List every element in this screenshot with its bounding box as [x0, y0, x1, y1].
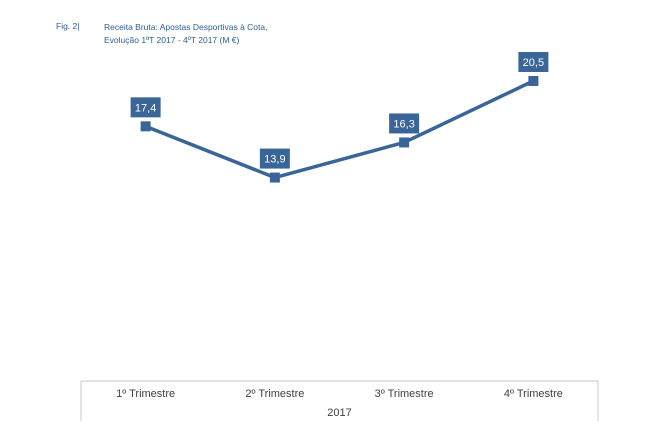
data-markers [140, 75, 539, 183]
category-axis: 1º Trimestre 2º Trimestre 3º Trimestre 4º T… [80, 380, 599, 421]
data-point-marker [269, 172, 280, 183]
series-line-layer [143, 79, 536, 180]
x-tick-label: 1º Trimestre [116, 388, 175, 400]
x-group-label: 2017 [327, 407, 351, 419]
series-line [143, 79, 536, 180]
x-tick-label: 4º Trimestre [504, 388, 563, 400]
x-tick-label: 2º Trimestre [245, 388, 304, 400]
data-label-box [518, 51, 549, 72]
data-label: 13,9 [259, 148, 290, 169]
chart-title-line-2: Evolução 1ºT 2017 - 4ºT 2017 (M €) [104, 35, 240, 45]
chart-title: Receita Bruta: Apostas Desportivas à Cot… [104, 21, 267, 47]
x-tick-label: 3º Trimestre [375, 388, 434, 400]
data-label: 17,4 [130, 97, 161, 118]
data-label-value: 20,5 [523, 57, 544, 69]
data-point-marker [528, 75, 539, 86]
data-labels: 17,4 13,9 16,3 20,5 [130, 51, 549, 169]
data-label-box [389, 113, 420, 134]
data-label-value: 16,3 [393, 118, 414, 130]
chart-title-line-1: Receita Bruta: Apostas Desportivas à Cot… [104, 22, 268, 32]
data-point-marker [399, 137, 410, 148]
data-label-value: 13,9 [264, 154, 285, 166]
figure-number: Fig. 2| [56, 21, 80, 31]
data-label-box [130, 97, 161, 118]
data-point-marker [140, 121, 151, 132]
data-label-value: 17,4 [135, 102, 156, 114]
data-label-box [259, 148, 290, 169]
data-label: 16,3 [389, 113, 420, 134]
data-label: 20,5 [518, 51, 549, 72]
